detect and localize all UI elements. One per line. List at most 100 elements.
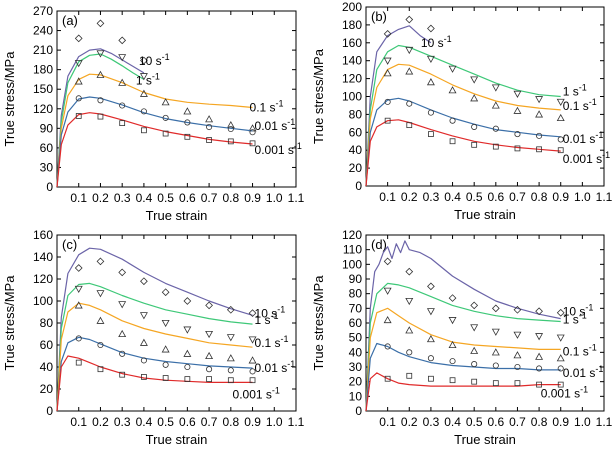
data-point-marker (75, 113, 82, 119)
data-point-marker (405, 67, 414, 75)
strain-rate-value: 1 s (563, 313, 579, 327)
strain-rate-exponent: -1 (602, 150, 610, 160)
data-point-marker (491, 101, 500, 109)
y-tick-label: 40 (349, 143, 363, 157)
strain-rate-value: 10 s (139, 54, 162, 68)
panel-c: 0 20 40 60 80 100 120 140 160 0.1 0.2 0.3 0.4 0.5 0.6 0… (2, 228, 305, 447)
series-line (56, 355, 253, 412)
strain-rate-exponent: -1 (287, 117, 295, 127)
data-point-marker (428, 375, 434, 382)
data-point-marker (183, 349, 192, 357)
data-point-marker (227, 377, 234, 384)
data-point-marker (227, 125, 234, 133)
strain-rate-label: 0.1 s-1 (563, 97, 597, 113)
data-point-marker (119, 120, 126, 126)
data-point-marker (384, 375, 391, 382)
plot-frame (56, 10, 297, 188)
strain-rate-label: 0.01 s-1 (255, 359, 296, 375)
data-point-marker (556, 354, 565, 362)
strain-rate-exponent: -1 (585, 303, 593, 313)
data-point-marker (428, 131, 434, 137)
data-point-marker (405, 267, 414, 276)
data-point-marker (513, 305, 522, 314)
data-point-marker (471, 141, 478, 148)
data-point-marker (384, 117, 391, 124)
x-tick-label: 0.3 (114, 191, 131, 205)
panel-label: (c) (62, 237, 77, 252)
data-point-marker (535, 333, 544, 341)
data-point-marker (491, 328, 500, 336)
data-point-marker (535, 307, 543, 316)
x-tick-label: 0.4 (444, 190, 461, 204)
data-point-marker (471, 378, 478, 385)
y-tick-label: 90 (349, 272, 363, 286)
y-tick-label: 70 (349, 301, 363, 315)
y-tick-label: 60 (40, 141, 54, 155)
x-tick-label: 0.1 (379, 190, 396, 204)
strain-rate-value: 0.01 s (255, 361, 288, 375)
y-tick-label: 20 (349, 161, 363, 175)
x-tick-label: 0.9 (244, 191, 261, 205)
y-tick-label: 10 (349, 389, 363, 403)
data-point-marker (97, 341, 104, 349)
data-point-marker (74, 77, 83, 85)
data-point-marker (205, 330, 214, 339)
strain-rate-label: 0.01 s-1 (563, 364, 604, 380)
x-tick-label: 1.1 (596, 190, 613, 204)
data-point-marker (96, 257, 105, 266)
y-tick-label: 160 (342, 36, 362, 50)
series-line (365, 240, 561, 412)
y-tick-label: 0 (46, 180, 53, 194)
data-point-marker (470, 346, 479, 354)
data-point-marker (427, 24, 435, 33)
x-tick-label: 0.2 (401, 190, 418, 204)
panel-label: (a) (62, 13, 78, 28)
strain-rate-label: 0.001 s-1 (255, 141, 302, 157)
y-tick-label: 80 (349, 107, 363, 121)
strain-rate-label: 0.001 s-1 (233, 385, 280, 401)
strain-rate-exponent: -1 (281, 334, 289, 344)
y-tick-label: 180 (33, 63, 53, 77)
x-tick-label: 0.3 (114, 415, 131, 429)
x-tick-label: 0.2 (92, 191, 109, 205)
data-point-marker (449, 377, 456, 384)
y-axis-label: True stress/MPa (2, 275, 17, 371)
data-point-marker (75, 335, 82, 342)
series-line (365, 342, 561, 412)
strain-rate-value: 0.001 s (255, 143, 294, 157)
strain-rate-exponent: -1 (277, 304, 285, 314)
data-point-marker (75, 359, 82, 366)
x-tick-label: 0.4 (136, 415, 153, 429)
data-point-marker (535, 96, 544, 104)
x-tick-label: 0.6 (179, 191, 196, 205)
y-axis-label: True stress/MPa (311, 275, 326, 371)
y-tick-label: 20 (40, 382, 54, 396)
data-point-marker (183, 107, 192, 115)
series-line (365, 44, 561, 187)
x-tick-label: 0.1 (379, 415, 396, 429)
data-point-marker (96, 70, 105, 78)
data-point-marker (492, 380, 499, 387)
strain-rate-label: 1 s-1 (563, 83, 587, 99)
data-point-marker (406, 349, 413, 356)
x-tick-label: 1.1 (288, 415, 305, 429)
data-point-marker (449, 117, 456, 124)
data-point-marker (249, 377, 256, 384)
y-tick-label: 120 (33, 102, 53, 116)
y-tick-label: 50 (349, 331, 363, 345)
data-point-marker (249, 129, 256, 136)
x-tick-label: 0.2 (92, 415, 109, 429)
series-line (56, 302, 253, 412)
data-point-marker (139, 89, 148, 97)
x-tick-label: 0.9 (244, 415, 261, 429)
data-point-marker (383, 315, 392, 324)
data-point-marker (514, 380, 521, 387)
y-tick-label: 60 (349, 125, 363, 139)
data-point-marker (162, 130, 169, 137)
series-line (365, 25, 432, 187)
series-line (56, 96, 253, 188)
strain-rate-exponent: -1 (589, 342, 597, 352)
strain-rate-exponent: -1 (595, 364, 603, 374)
y-tick-label: 240 (33, 24, 53, 38)
